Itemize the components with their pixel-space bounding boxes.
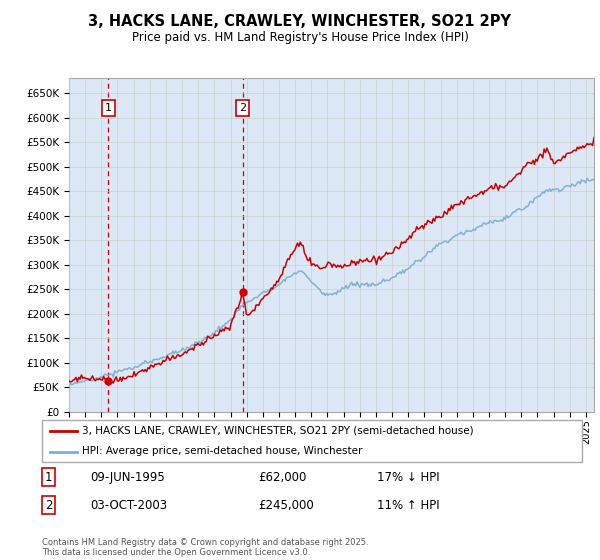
Text: 17% ↓ HPI: 17% ↓ HPI: [377, 470, 439, 484]
Text: 03-OCT-2003: 03-OCT-2003: [91, 498, 168, 512]
Text: 1: 1: [45, 470, 52, 484]
FancyBboxPatch shape: [42, 420, 582, 462]
Text: Contains HM Land Registry data © Crown copyright and database right 2025.
This d: Contains HM Land Registry data © Crown c…: [42, 538, 368, 557]
Text: 3, HACKS LANE, CRAWLEY, WINCHESTER, SO21 2PY: 3, HACKS LANE, CRAWLEY, WINCHESTER, SO21…: [89, 14, 511, 29]
Text: 2: 2: [239, 103, 246, 113]
Text: £62,000: £62,000: [258, 470, 307, 484]
Text: 09-JUN-1995: 09-JUN-1995: [91, 470, 166, 484]
Text: 2: 2: [45, 498, 52, 512]
Text: £245,000: £245,000: [258, 498, 314, 512]
Text: HPI: Average price, semi-detached house, Winchester: HPI: Average price, semi-detached house,…: [83, 446, 363, 456]
Text: 1: 1: [105, 103, 112, 113]
Text: Price paid vs. HM Land Registry's House Price Index (HPI): Price paid vs. HM Land Registry's House …: [131, 31, 469, 44]
Text: 11% ↑ HPI: 11% ↑ HPI: [377, 498, 439, 512]
Text: 3, HACKS LANE, CRAWLEY, WINCHESTER, SO21 2PY (semi-detached house): 3, HACKS LANE, CRAWLEY, WINCHESTER, SO21…: [83, 426, 474, 436]
